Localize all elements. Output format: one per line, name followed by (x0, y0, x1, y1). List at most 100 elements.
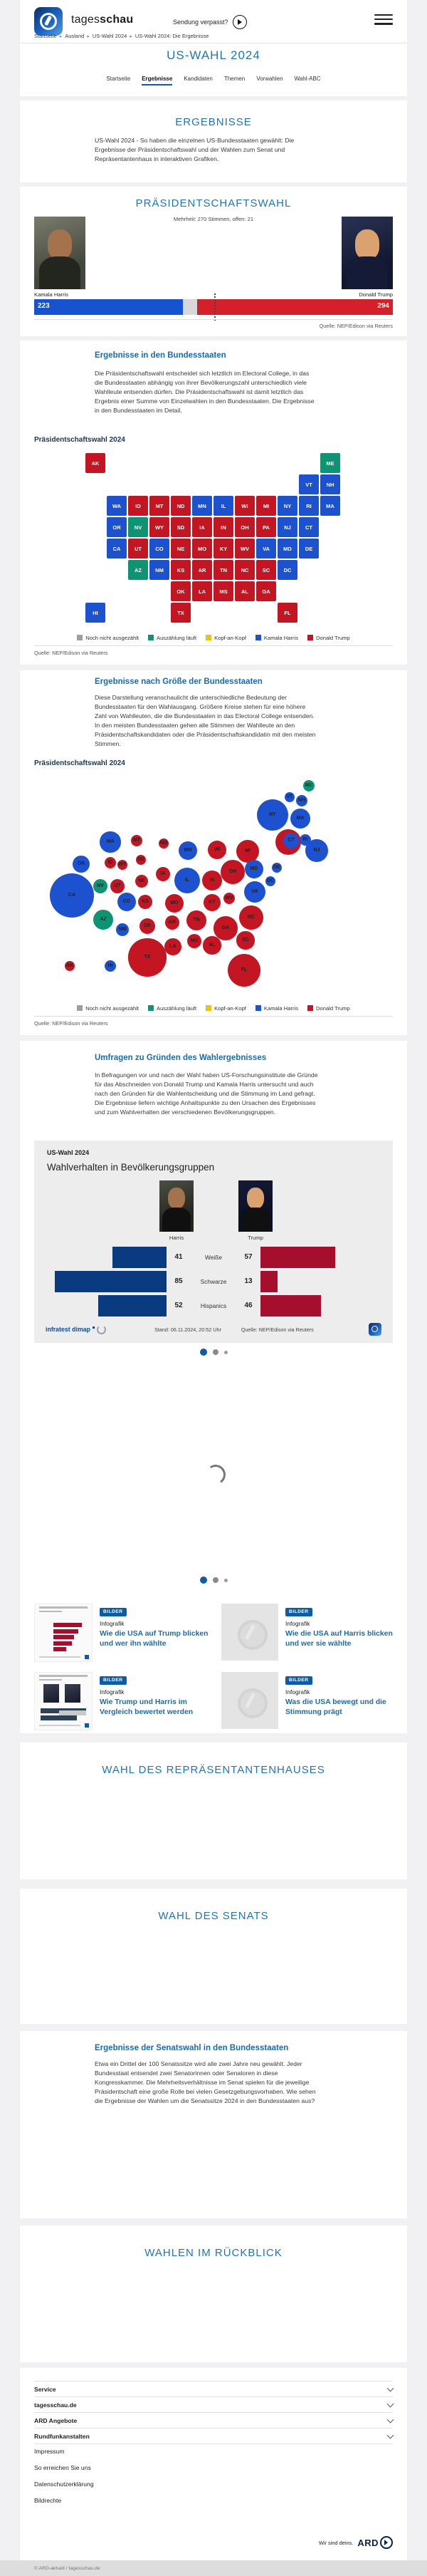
breadcrumb-item[interactable]: Ausland (65, 33, 85, 39)
bubble-state-DC[interactable]: DC (265, 876, 276, 887)
bubble-state-ID[interactable]: ID (104, 856, 117, 869)
map-state-ME[interactable]: ME (320, 453, 340, 473)
map-state-NM[interactable]: NM (149, 560, 169, 580)
bubble-state-OR[interactable]: OR (73, 856, 90, 873)
map-state-TN[interactable]: TN (214, 560, 233, 580)
bubble-state-OH[interactable]: OH (220, 859, 246, 885)
bubble-state-UT[interactable]: UT (110, 878, 125, 894)
bubble-state-AK[interactable]: AK (64, 960, 75, 972)
footer-accordion-rundfunkanstalten[interactable]: Rundfunkanstalten (34, 2428, 394, 2444)
bubble-state-NE[interactable]: NE (135, 874, 149, 888)
footer-accordion-tagesschau-de[interactable]: tagesschau.de (34, 2396, 394, 2412)
teaser-thumbnail-chart-compare[interactable] (34, 1672, 93, 1730)
breadcrumb-item[interactable]: Startseite (34, 33, 57, 39)
map-state-NV[interactable]: NV (128, 517, 148, 537)
map-state-SD[interactable]: SD (171, 517, 191, 537)
teaser-card[interactable]: BILDER Infografik Was die USA bewegt und d… (221, 1672, 399, 1730)
bubble-state-WY[interactable]: WY (117, 859, 128, 871)
bubble-state-TN[interactable]: TN (186, 910, 206, 930)
bubble-state-ND[interactable]: ND (158, 838, 169, 849)
map-state-NC[interactable]: NC (235, 560, 255, 580)
map-state-DC[interactable]: DC (278, 560, 297, 580)
map-state-AK[interactable]: AK (85, 453, 105, 473)
map-state-SC[interactable]: SC (256, 560, 276, 580)
bubble-state-NH[interactable]: NH (295, 794, 308, 807)
map-state-LA[interactable]: LA (192, 581, 212, 601)
map-state-MA[interactable]: MA (320, 496, 340, 516)
teaser-card[interactable]: BILDER Infografik Wie die USA auf Trump bl… (34, 1604, 211, 1662)
missed-broadcast-link[interactable]: Sendung verpasst? (173, 15, 247, 29)
map-state-AR[interactable]: AR (192, 560, 212, 580)
teaser-title[interactable]: Wie die USA auf Harris blicken und wer s… (285, 1630, 393, 1648)
tab-kandidaten[interactable]: Kandidaten (184, 76, 213, 82)
bubble-state-MS[interactable]: MS (186, 933, 202, 949)
map-state-WA[interactable]: WA (107, 496, 127, 516)
tab-vorwahlen[interactable]: Vorwahlen (256, 76, 283, 82)
map-state-IN[interactable]: IN (214, 517, 233, 537)
carousel-dot[interactable] (212, 1577, 218, 1583)
map-state-MD[interactable]: MD (278, 539, 297, 559)
map-state-CO[interactable]: CO (149, 539, 169, 559)
bubble-state-VT[interactable]: VT (284, 791, 295, 803)
teaser-thumbnail-globe[interactable] (221, 1672, 278, 1729)
bubble-state-MD[interactable]: MD (244, 859, 264, 879)
bubble-state-MT[interactable]: MT (130, 834, 143, 847)
map-state-GA[interactable]: GA (256, 581, 276, 601)
map-state-NJ[interactable]: NJ (278, 517, 297, 537)
map-state-ND[interactable]: ND (171, 496, 191, 516)
footer-accordion-ard-angebote[interactable]: ARD Angebote (34, 2412, 394, 2428)
tagesschau-logo-icon[interactable] (34, 7, 63, 36)
tab-startseite[interactable]: Startseite (106, 76, 131, 82)
footer-link-bildrechte[interactable]: Bildrechte (34, 2497, 62, 2504)
tab-themen[interactable]: Themen (223, 76, 246, 82)
bubble-state-CO[interactable]: CO (117, 892, 137, 912)
map-state-NH[interactable]: NH (320, 474, 340, 494)
map-state-NE[interactable]: NE (171, 539, 191, 559)
tab-wahl-abc[interactable]: Wahl-ABC (294, 76, 321, 82)
bubble-state-MN[interactable]: MN (178, 841, 198, 861)
bubble-state-IA[interactable]: IA (155, 866, 171, 882)
map-state-DE[interactable]: DE (299, 539, 319, 559)
bubble-state-IN[interactable]: IN (202, 871, 222, 890)
teaser-card[interactable]: BILDER Infografik Wie die USA auf Harris b… (221, 1604, 399, 1662)
play-icon[interactable] (232, 15, 247, 29)
bubble-state-TX[interactable]: TX (128, 938, 167, 977)
bubble-state-MO[interactable]: MO (164, 893, 184, 913)
bubble-state-KY[interactable]: KY (204, 894, 221, 911)
map-state-ID[interactable]: ID (128, 496, 148, 516)
map-state-KS[interactable]: KS (171, 560, 191, 580)
tab-ergebnisse[interactable]: Ergebnisse (142, 76, 173, 85)
carousel-dot[interactable] (212, 1349, 218, 1355)
hamburger-menu-icon[interactable] (374, 11, 393, 26)
carousel-dot[interactable] (223, 1350, 228, 1354)
bubble-state-SC[interactable]: SC (236, 931, 255, 950)
bubble-state-IL[interactable]: IL (174, 867, 201, 894)
footer-link-so-erreichen-sie-uns[interactable]: So erreichen Sie uns (34, 2464, 91, 2471)
map-state-UT[interactable]: UT (128, 539, 148, 559)
map-state-MO[interactable]: MO (192, 539, 212, 559)
map-state-MN[interactable]: MN (192, 496, 212, 516)
bubble-state-DE[interactable]: DE (271, 862, 283, 873)
map-state-WI[interactable]: WI (235, 496, 255, 516)
bubble-state-KS[interactable]: KS (137, 894, 153, 910)
teaser-card[interactable]: BILDER Infografik Wie Trump und Harris im … (34, 1672, 211, 1730)
footer-link-datenschutzerkl-rung[interactable]: Datenschutzerklärung (34, 2481, 94, 2488)
footer-accordion-service[interactable]: Service (34, 2381, 394, 2396)
brand-wordmark[interactable]: tagesschau (71, 14, 134, 26)
bubble-state-NV[interactable]: NV (93, 878, 108, 894)
bubble-state-NC[interactable]: NC (239, 905, 263, 930)
carousel-dot-active[interactable] (199, 1577, 207, 1584)
bubble-state-AL[interactable]: AL (203, 936, 221, 955)
bubble-state-NY[interactable]: NY (256, 799, 289, 831)
map-state-HI[interactable]: HI (85, 603, 105, 623)
footer-link-impressum[interactable]: Impressum (34, 2448, 65, 2455)
breadcrumb-item[interactable]: US-Wahl 2024 (92, 33, 127, 39)
bubble-state-HI[interactable]: HI (104, 960, 117, 972)
map-state-OK[interactable]: OK (171, 581, 191, 601)
map-state-MI[interactable]: MI (256, 496, 276, 516)
map-state-NY[interactable]: NY (278, 496, 297, 516)
carousel-dot-active[interactable] (199, 1349, 207, 1356)
bubble-state-MI[interactable]: MI (236, 839, 260, 863)
bubble-state-WI[interactable]: WI (207, 840, 227, 860)
carousel-dot[interactable] (223, 1578, 228, 1582)
